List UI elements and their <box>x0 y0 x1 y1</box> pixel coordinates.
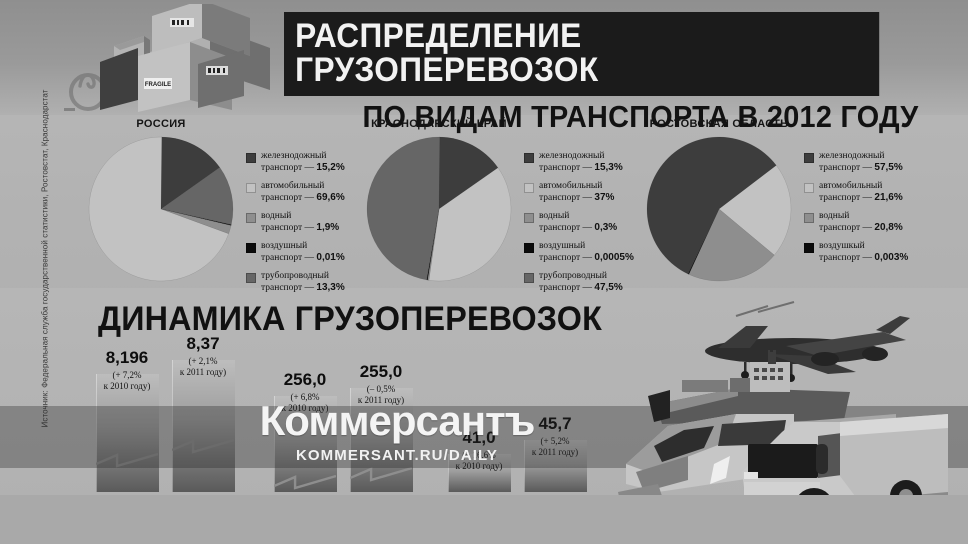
airplane-icon <box>705 301 910 382</box>
legend-swatch-icon <box>246 182 256 193</box>
pie-chart-rostov <box>644 134 794 289</box>
pie-slice <box>426 208 440 281</box>
legend-swatch-icon <box>246 153 256 163</box>
legend-swatch-icon <box>524 272 534 283</box>
legend-swatch-icon <box>524 182 534 193</box>
legend-label: воздушный транспорт — 0,0005% <box>539 240 634 264</box>
pie-slice <box>438 136 499 210</box>
pie-legend-krasnodar: железнодожный транспорт — 15,3% автомобиль… <box>524 134 634 300</box>
pie-title-russia: РОССИЯ <box>136 118 186 130</box>
pie-slice <box>88 136 229 282</box>
pie-slice <box>646 136 777 275</box>
pie-slice <box>366 136 441 281</box>
legend-label: водный транспорт — 0,3% <box>539 210 618 234</box>
legend-label: железнодожный транспорт — 57,5% <box>819 151 903 174</box>
pie-panel-krasnodar: КРАСНОДАРСКИЙ КРАЙ железнодожный транспор… <box>364 118 634 300</box>
pie-slice <box>160 167 234 225</box>
transport-illustration <box>618 296 968 544</box>
source-note: Источник: Федеральная служба государстве… <box>40 89 50 428</box>
bar-annotation: (– 0,5% к 2011 году) <box>357 384 405 406</box>
pie-chart-russia <box>86 134 236 289</box>
legend-label: водный транспорт — 1,9% <box>261 210 340 234</box>
legend-label: автомобильный транспорт — 69,6% <box>261 180 345 204</box>
bar <box>448 454 511 492</box>
legend-item: воздушный транспорт — 0,0005% <box>524 240 634 265</box>
bar-value-label: 255,0 <box>359 362 403 381</box>
pie-slice <box>160 136 221 210</box>
legend-label: автомобильный транспорт — 21,6% <box>819 180 903 204</box>
bar-value-label: 45,7 <box>538 414 572 433</box>
bar-annotation: (+ 7,2% к 2010 году) <box>103 370 151 392</box>
legend-swatch-icon <box>246 212 256 223</box>
bar-value-label: 8,37 <box>186 334 220 353</box>
legend-swatch-icon <box>804 212 814 223</box>
legend-item: водный транспорт — 0,3% <box>524 210 634 235</box>
legend-item: автомобильный транспорт — 21,6% <box>804 180 908 205</box>
legend-swatch-icon <box>804 153 814 163</box>
title-line-2: ПО ВИДАМ ТРАНСПОРТА В 2012 ГОДУ <box>362 99 919 134</box>
bar <box>172 360 235 492</box>
legend-label: трубопроводный транспорт — 47,5% <box>539 270 623 293</box>
pie-slice <box>688 208 775 282</box>
title-line-1: РАСПРЕДЕЛЕНИЕ ГРУЗОПЕРЕВОЗОК <box>284 12 880 96</box>
legend-item: трубопроводный транспорт — 13,3% <box>246 270 345 295</box>
legend-item: трубопроводный транспорт — 47,5% <box>524 270 634 295</box>
legend-swatch-icon <box>246 272 256 283</box>
legend-label: воздушкый транспорт — 0,003% <box>819 240 909 264</box>
legend-item: железнодожный транспорт — 57,5% <box>804 150 908 175</box>
legend-swatch-icon <box>804 242 814 253</box>
legend-label: железнодожный транспорт — 15,3% <box>539 151 623 174</box>
legend-label: трубопроводный транспорт — 13,3% <box>261 270 345 293</box>
bar-group: 41,0(+ 16,6%к 2010 году)201145,7(+ 5,2%к… <box>448 342 608 508</box>
svg-text:FRAGILE: FRAGILE <box>145 82 171 88</box>
pie-title-krasnodar: КРАСНОДАРСКИЙ КРАЙ <box>371 118 507 130</box>
legend-item: воздушный транспорт — 0,01% <box>246 240 345 265</box>
dynamics-title: ДИНАМИКА ГРУЗОПЕРЕВОЗОК <box>98 300 602 338</box>
legend-item: водный транспорт — 20,8% <box>804 210 908 235</box>
cargo-ship-icon <box>648 340 850 424</box>
pie-slice <box>687 208 720 275</box>
legend-swatch-icon <box>524 242 534 253</box>
background-bottom-fill <box>0 495 968 544</box>
legend-item: воздушкый транспорт — 0,003% <box>804 240 908 265</box>
legend-label: автомобильный транспорт — 37% <box>539 180 615 204</box>
legend-label: воздушный транспорт — 0,01% <box>261 240 345 264</box>
legend-item: железнодожный транспорт — 15,2% <box>246 150 345 175</box>
pie-slice <box>160 208 232 226</box>
bar-annotation: (+ 16,6% к 2010 году) <box>455 450 503 472</box>
bar <box>524 440 587 492</box>
pie-panel-rostov: РОСТОВСКАЯ ОБЛАСТЬ железнодожный транспор… <box>644 118 908 289</box>
legend-swatch-icon <box>804 182 814 193</box>
bar-value-label: 41,0 <box>462 428 496 447</box>
legend-swatch-icon <box>524 153 534 163</box>
legend-label: железнодожный транспорт — 15,2% <box>261 151 345 174</box>
legend-item: автомобильный транспорт — 37% <box>524 180 634 205</box>
pie-slice <box>427 208 440 281</box>
pie-legend-rostov: железнодожный транспорт — 57,5% автомобиль… <box>804 134 908 270</box>
cardboard-boxes-illustration: FRAGILE <box>92 0 284 116</box>
bar-annotation: (+ 2,1% к 2011 году) <box>179 356 227 378</box>
bar <box>96 374 159 492</box>
legend-swatch-icon <box>246 242 256 253</box>
pie-chart-krasnodar <box>364 134 514 289</box>
legend-item: водный транспорт — 1,9% <box>246 210 345 235</box>
legend-item: железнодожный транспорт — 15,3% <box>524 150 634 175</box>
bar-annotation: (+ 6,8% к 2010 году) <box>281 392 329 414</box>
bar-value-label: 8,196 <box>105 348 149 367</box>
legend-swatch-icon <box>524 212 534 223</box>
bar-value-label: 256,0 <box>283 370 327 389</box>
pie-slice <box>160 208 232 235</box>
pie-legend-russia: железнодожный транспорт — 15,2% автомобиль… <box>246 134 345 300</box>
pie-slice <box>718 164 792 256</box>
page-title: РАСПРЕДЕЛЕНИЕ ГРУЗОПЕРЕВОЗОК ПО ВИДАМ ТР… <box>284 12 924 132</box>
pie-slice <box>428 167 512 282</box>
legend-label: водный транспорт — 20,8% <box>819 210 903 234</box>
bar-annotation: (+ 5,2% к 2011 году) <box>531 436 579 458</box>
pie-panel-russia: РОССИЯ железнодожный транспорт — 15,2% авт… <box>86 118 345 300</box>
legend-item: автомобильный транспорт — 69,6% <box>246 180 345 205</box>
pie-title-rostov: РОСТОВСКАЯ ОБЛАСТЬ <box>649 118 789 130</box>
